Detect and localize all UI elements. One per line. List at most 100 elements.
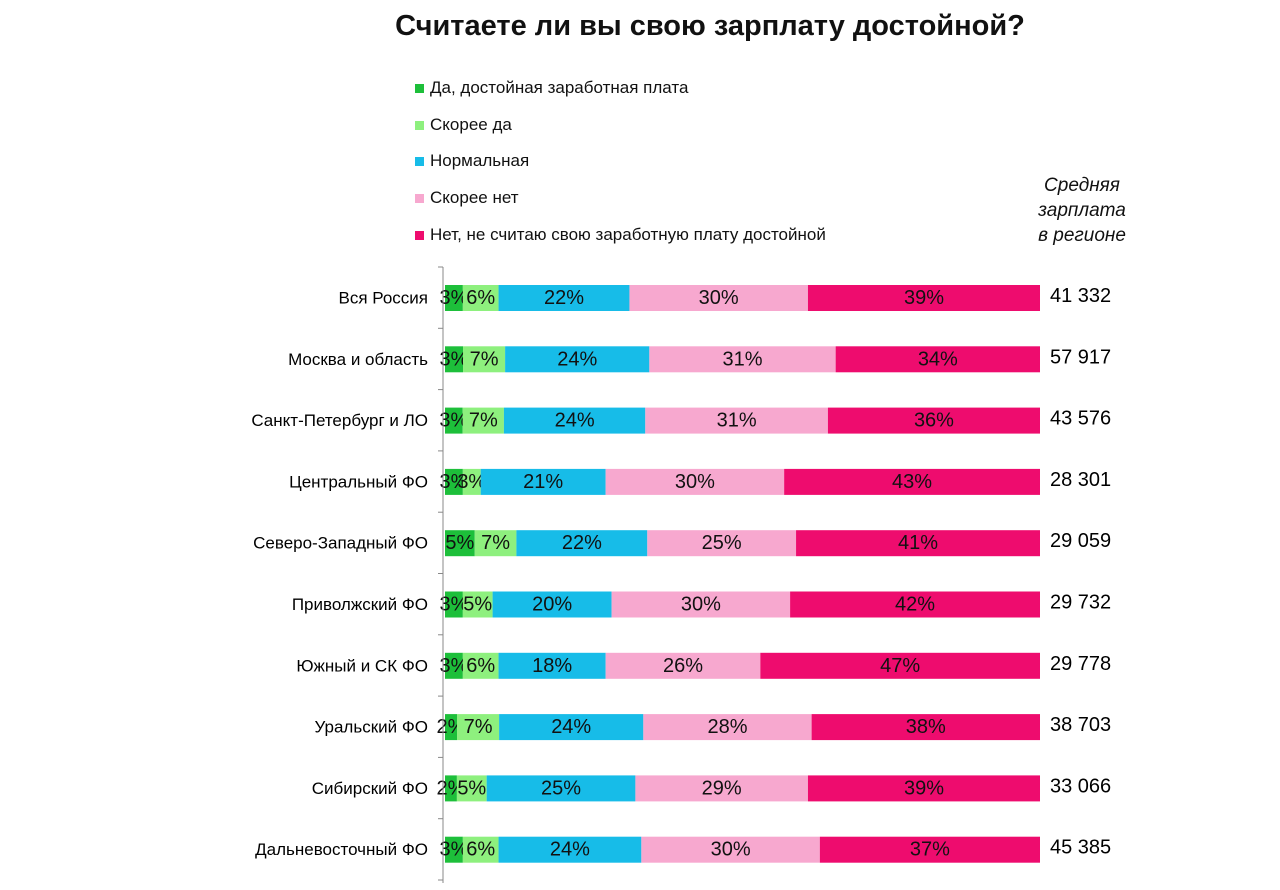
legend-item-rather-no: Скорее нет [415,187,519,209]
bar-segment [445,652,463,679]
data-label: 43% [892,471,932,493]
bar-segment [503,407,646,434]
data-label: 3% [439,839,468,861]
bar-segment [462,285,499,311]
bar-segment [498,836,642,863]
data-label: 22% [562,532,602,554]
category-label: Москва и область [288,350,428,369]
bar-segment [605,468,785,495]
data-label: 3% [439,471,468,493]
bar-segment [445,468,463,495]
category-label: Санкт-Петербург и ЛО [251,411,428,430]
data-label: 24% [550,839,590,861]
legend-item-no: Нет, не считаю свою заработную плату дос… [415,224,826,246]
bar-segment [629,285,808,311]
bar-segment [462,407,504,434]
data-label: 7% [481,532,510,554]
data-label: 30% [681,594,721,616]
category-label: Уральский ФО [314,718,428,737]
data-label: 24% [555,410,595,432]
salary-value: 57 917 [1050,346,1111,368]
salary-value: 38 703 [1050,714,1111,736]
bar-segment [796,530,1040,557]
bar-segment [605,652,761,679]
data-label: 39% [904,777,944,799]
data-label: 3% [439,287,468,309]
data-label: 18% [532,655,572,677]
bar-segment [505,346,650,373]
bar-segment [480,468,606,495]
bar-segment [784,468,1040,495]
bar-segment [807,775,1040,802]
bar-segment [498,652,606,679]
bar-segment [445,407,463,434]
bar-segment [445,530,475,557]
data-label: 5% [445,532,474,554]
salary-header-line-1: Средняя [1044,175,1120,196]
bar-segment [647,530,797,557]
bar-segment [835,346,1040,373]
data-label: 24% [557,348,597,370]
data-label: 26% [663,655,703,677]
data-label: 7% [470,348,499,370]
salary-value: 29 732 [1050,592,1111,614]
bar-segment [445,346,464,373]
data-label: 3% [440,348,469,370]
data-label: 36% [914,410,954,432]
bar-segment [492,591,612,618]
data-label: 6% [466,655,495,677]
data-label: 28% [707,716,747,738]
bar-segment [463,346,506,373]
category-label: Центральный ФО [289,472,428,491]
salary-value: 41 332 [1050,285,1111,307]
data-label: 37% [910,839,950,861]
data-label: 5% [463,594,492,616]
bar-segment [462,468,481,495]
salary-header-line-2: зарплата [1038,200,1126,221]
data-label: 21% [523,471,563,493]
bar-segment [635,775,808,802]
data-label: 22% [544,287,584,309]
data-label: 5% [457,777,486,799]
legend-swatch-rather-no [415,193,424,203]
legend-label-rather-no: Скорее нет [430,188,519,207]
bar-segment [499,714,644,741]
salary-value: 33 066 [1050,775,1111,797]
category-label: Южный и СК ФО [296,656,428,675]
bar-segment [811,714,1040,741]
data-label: 31% [722,348,762,370]
legend-swatch-yes [415,83,424,93]
salary-value: 43 576 [1050,408,1111,430]
data-label: 42% [895,594,935,616]
bar-segment [611,591,791,618]
bar-segment [457,714,500,741]
legend-swatch-no [415,230,424,240]
bar-segment [445,775,457,802]
legend-label-no: Нет, не считаю свою заработную плату дос… [430,225,826,244]
data-label: 7% [464,716,493,738]
data-label: 3% [457,471,486,493]
legend-item-rather-yes: Скорее да [415,114,512,136]
salary-value: 29 778 [1050,653,1111,675]
bar-segment [807,285,1040,311]
bar-segment [462,836,499,863]
data-label: 24% [551,716,591,738]
data-label: 3% [439,594,468,616]
legend-label-normal: Нормальная [430,151,530,170]
bar-segment [641,836,820,863]
legend-label-rather-yes: Скорее да [430,115,512,134]
bar-segment [486,775,636,802]
bar-segment [474,530,517,557]
bar-segment [819,836,1040,863]
bar-segment [516,530,648,557]
legend-item-normal: Нормальная [415,150,529,172]
bar-segment [456,775,487,802]
bar-segment [445,591,463,618]
bar-segment [827,407,1040,434]
category-label: Приволжский ФО [292,595,428,614]
data-label: 47% [880,655,920,677]
bar-segment [643,714,812,741]
salary-column-header: Средняя зарплата в регионе [1022,173,1142,248]
category-label: Северо-Западный ФО [253,534,428,553]
